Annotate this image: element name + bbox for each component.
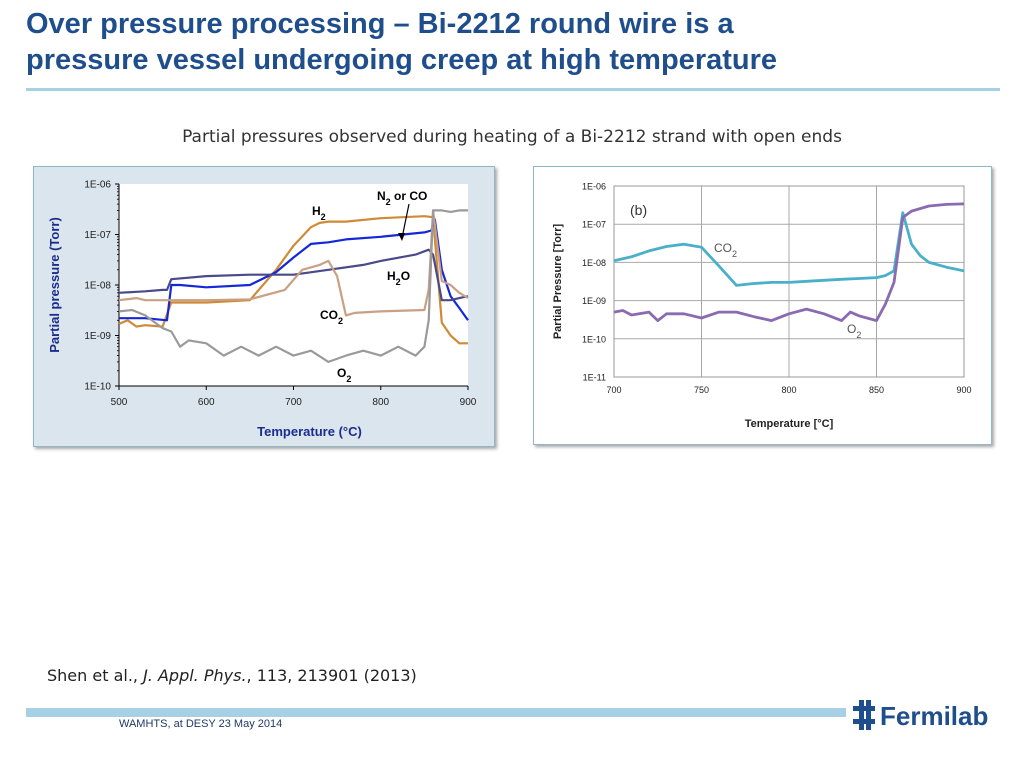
x-tick-label: 900 [460, 397, 477, 408]
x-axis-title: Temperature (°C) [257, 424, 362, 439]
x-tick-label: 500 [111, 397, 128, 408]
slide-title: Over pressure processing – Bi-2212 round… [26, 6, 1006, 78]
x-tick-label: 750 [694, 385, 709, 395]
y-tick-label: 1E-08 [582, 258, 606, 268]
series-line-co2 [613, 211, 965, 287]
series-line-o2 [613, 202, 965, 323]
chart-b-axes [613, 185, 965, 378]
fermilab-logo-text: Fermilab [880, 701, 988, 731]
x-tick-label: 800 [372, 397, 389, 408]
slide-title-line2: pressure vessel undergoing creep at high… [26, 44, 778, 76]
x-tick-label: 700 [606, 385, 621, 395]
chart-panel-b: 700 750 800 850 900 1E-11 1E-10 1E-09 1E-08 1E-07… [533, 166, 992, 445]
y-tick-label: 1E-11 [583, 373, 606, 383]
y-tick-label: 1E-08 [84, 281, 111, 292]
y-tick-label: 1E-09 [582, 296, 606, 306]
x-tick-label: 900 [956, 385, 971, 395]
x-tick-label: 700 [285, 397, 302, 408]
series-line-n2-or-co [119, 218, 469, 322]
y-tick-label: 1E-10 [84, 382, 111, 393]
x-tick-label: 850 [869, 385, 884, 395]
x-tick-label: 600 [198, 397, 215, 408]
y-axis-title: Partial pressure (Torr) [47, 217, 62, 353]
chart-b-labels: 700 750 800 850 900 1E-11 1E-10 1E-09 1E-08 1E-07… [552, 182, 972, 431]
chart-panel-a: 500 600 700 800 900 1E-10 1E-09 1E-08 1E-07 1E-06… [33, 166, 495, 447]
footer-bar [26, 708, 846, 717]
series-line-co2 [118, 209, 469, 317]
annotation-arrowhead [398, 233, 405, 241]
x-axis-title: Temperature [°C] [745, 418, 834, 430]
citation-journal: J. Appl. Phys. [143, 666, 247, 685]
y-tick-label: 1E-10 [582, 334, 606, 344]
annotation-arrow-line [401, 203, 410, 239]
y-tick-label: 1E-06 [84, 180, 111, 191]
chart-b-series [613, 202, 965, 323]
title-underline [26, 88, 1000, 91]
slide-title-line1: Over pressure processing – Bi-2212 round… [26, 8, 734, 40]
slide-subtitle: Partial pressures observed during heatin… [182, 127, 842, 147]
y-tick-label: 1E-06 [582, 182, 606, 192]
y-axis-title: Partial Pressure [Torr] [552, 223, 564, 339]
fermilab-logo-icon: Fermilab [853, 700, 988, 731]
citation-authors: Shen et al., [47, 666, 144, 685]
series-label-o2: O2 [847, 322, 861, 340]
y-tick-label: 1E-07 [84, 230, 111, 241]
y-tick-label: 1E-07 [582, 220, 606, 230]
annotation-co2: CO2 [320, 308, 343, 326]
fermilab-logo: Fermilab [851, 697, 1011, 733]
y-tick-label: 1E-09 [84, 331, 111, 342]
annotation-h2o: H2O [387, 269, 410, 287]
chart-a-series [118, 209, 469, 363]
series-line-o2 [118, 209, 468, 363]
series-line-h2o [118, 248, 469, 302]
x-tick-label: 800 [781, 385, 796, 395]
chart-b-svg: 700 750 800 850 900 1E-11 1E-10 1E-09 1E-08 1E-07… [552, 182, 972, 431]
chart-a-svg: 500 600 700 800 900 1E-10 1E-09 1E-08 1E-07 1E-06… [47, 180, 477, 440]
citation-details: , 113, 213901 (2013) [246, 666, 417, 685]
plot-frame [613, 185, 965, 378]
series-label-co2: CO2 [714, 241, 737, 259]
citation: Shen et al., J. Appl. Phys., 113, 213901… [47, 666, 417, 685]
panel-label: (b) [630, 202, 647, 218]
footer-text: WAMHTS, at DESY 23 May 2014 [119, 718, 283, 730]
